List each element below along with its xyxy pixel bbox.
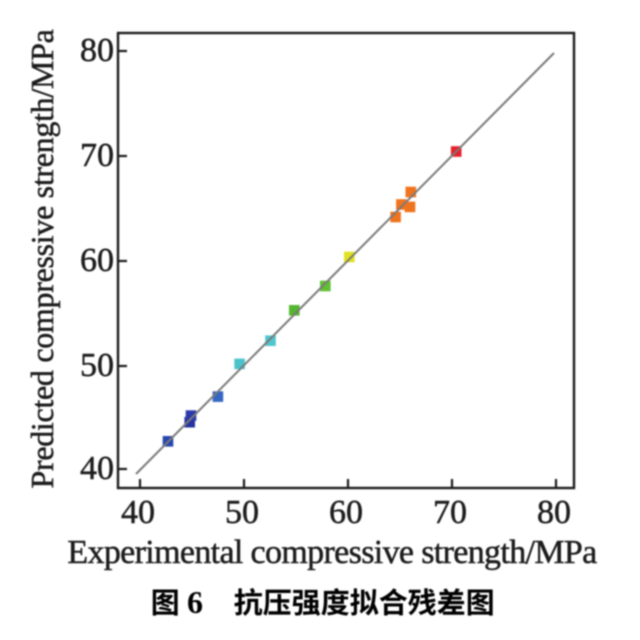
svg-text:6: 6 bbox=[187, 585, 203, 620]
